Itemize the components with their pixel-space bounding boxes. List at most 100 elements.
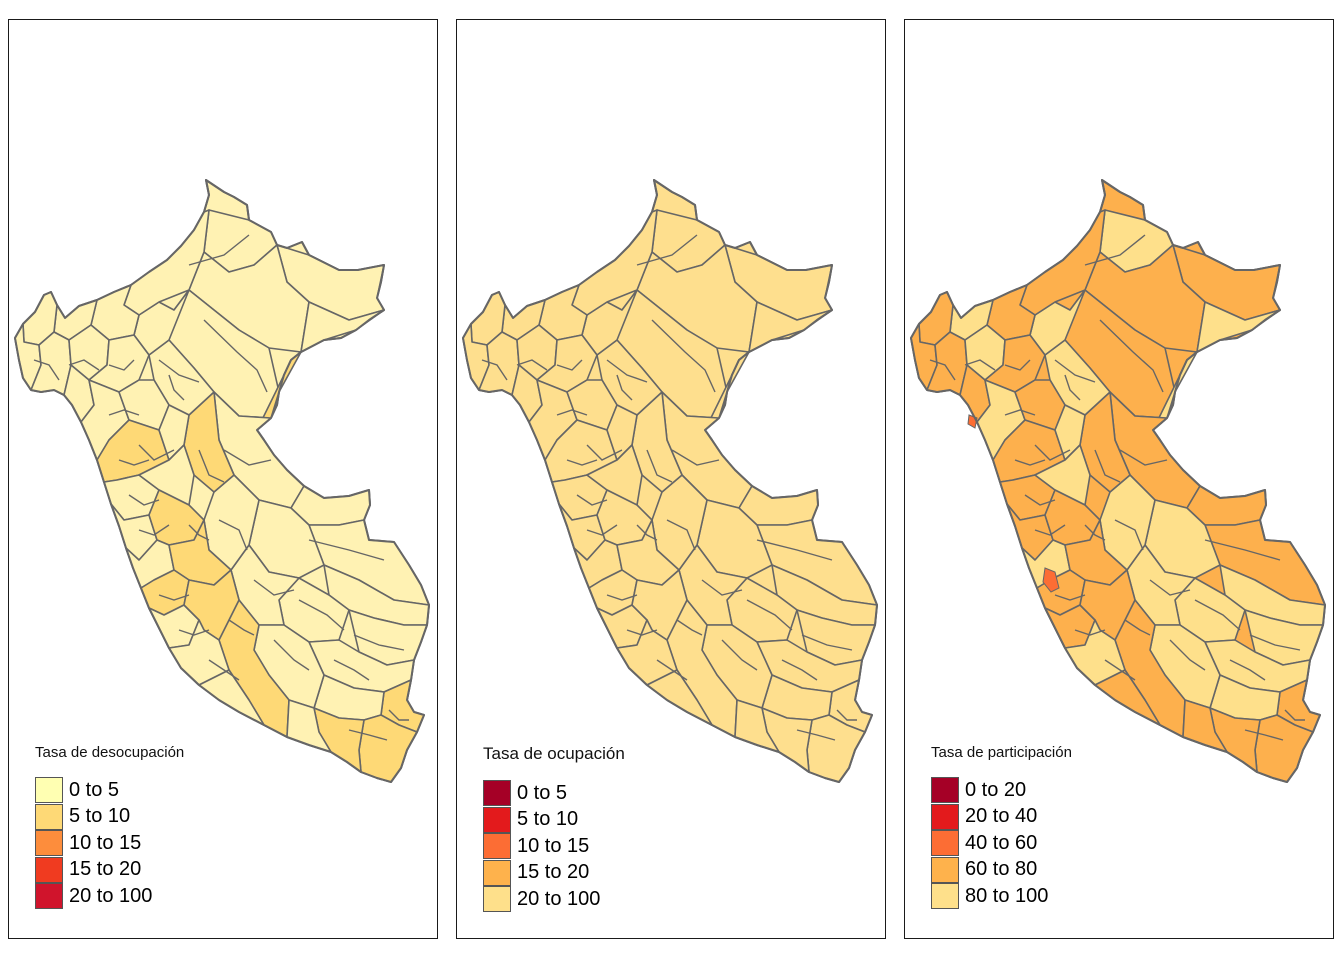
region-boundary	[1194, 599, 1241, 631]
region-boundary	[138, 444, 175, 461]
region-boundary	[1064, 374, 1081, 401]
legend-item: 20 to 40	[931, 803, 1072, 831]
region-boundary	[208, 659, 240, 681]
legend-item: 0 to 20	[931, 777, 1072, 804]
legend-swatch	[931, 803, 959, 830]
legend-swatch	[483, 886, 511, 913]
legend-item: 0 to 5	[483, 780, 625, 807]
region-boundary	[781, 659, 818, 681]
region-boundary	[273, 639, 310, 671]
region-boundary	[671, 449, 720, 466]
region-boundary	[756, 539, 833, 561]
legend-swatch	[35, 883, 63, 910]
legend-swatch	[483, 833, 511, 860]
peru-choropleth-map	[462, 179, 878, 783]
legend-label: 0 to 20	[965, 778, 1027, 801]
region-boundary	[964, 359, 996, 371]
legend: Tasa de participación 0 to 20 20 to 40 4…	[931, 744, 1072, 910]
region-boundary	[1084, 234, 1146, 266]
legend-label: 20 to 100	[517, 887, 601, 910]
country-border	[910, 179, 1326, 783]
legend-item: 20 to 100	[35, 883, 184, 910]
legend-swatch	[931, 883, 959, 910]
region-boundary	[606, 594, 638, 601]
region-boundary	[388, 709, 409, 721]
region-boundary	[606, 359, 648, 383]
region-boundary	[586, 444, 623, 461]
map-panel-desocupacion: Tasa de desocupación 0 to 5 5 to 10 10 t…	[8, 19, 438, 939]
legend-label: 0 to 5	[517, 781, 568, 804]
region-boundary	[108, 359, 135, 371]
legend-swatch	[35, 830, 63, 857]
legend-item: 80 to 100	[931, 883, 1072, 910]
legend-item: 5 to 10	[35, 803, 184, 831]
region-boundary	[228, 619, 255, 636]
map-panel-participacion: Tasa de participación 0 to 20 20 to 40 4…	[904, 19, 1334, 939]
region-boundary	[198, 449, 225, 483]
legend-swatch	[483, 780, 511, 807]
peru-choropleth-map	[910, 179, 1326, 783]
region-boundary	[1094, 449, 1121, 483]
legend: Tasa de desocupación 0 to 5 5 to 10 10 t…	[35, 744, 184, 910]
region-boundary	[1124, 619, 1151, 636]
legend-item: 15 to 20	[35, 856, 184, 884]
region-boundary	[651, 319, 716, 393]
legend-swatch	[931, 830, 959, 857]
region-boundary	[1054, 594, 1086, 601]
region-boundary	[108, 409, 140, 416]
region-boundary	[1119, 449, 1168, 466]
region-boundary	[576, 494, 608, 506]
region-boundary	[721, 639, 758, 671]
legend-label: 20 to 100	[69, 884, 153, 907]
region-boundary	[333, 659, 370, 681]
region-boundary	[746, 599, 793, 631]
region-boundary	[836, 709, 857, 721]
legend-item: 15 to 20	[483, 859, 625, 887]
region-boundary	[158, 594, 190, 601]
region-boundary	[626, 629, 658, 636]
region-boundary	[1249, 634, 1301, 651]
region-boundary	[1004, 359, 1031, 371]
region-boundary	[481, 359, 508, 381]
region	[606, 404, 638, 461]
map-regions	[910, 179, 1326, 783]
region-boundary	[33, 359, 60, 381]
legend-label: 5 to 10	[517, 808, 579, 831]
region-boundary	[158, 359, 200, 383]
region-boundary	[218, 519, 248, 551]
legend-item: 40 to 60	[931, 830, 1072, 857]
peru-choropleth-map	[14, 179, 430, 783]
legend-item: 10 to 15	[35, 830, 184, 857]
region-boundary	[1284, 709, 1305, 721]
legend-swatch	[483, 859, 511, 886]
legend-label: 5 to 10	[69, 805, 131, 828]
legend-label: 15 to 20	[517, 861, 590, 884]
legend-swatch	[931, 777, 959, 804]
country-border	[462, 179, 878, 783]
region-boundary	[616, 374, 633, 401]
legend-label: 10 to 15	[517, 834, 590, 857]
region-boundary	[118, 459, 150, 466]
region-boundary	[188, 524, 210, 541]
legend: Tasa de ocupación 0 to 5 5 to 10 10 to 1…	[483, 744, 625, 913]
region-boundary	[636, 524, 658, 541]
region-boundary	[1024, 494, 1056, 506]
legend-label: 10 to 15	[69, 831, 142, 854]
region-boundary	[1169, 639, 1206, 671]
region-boundary	[1084, 524, 1106, 541]
region-boundary	[676, 619, 703, 636]
region-boundary	[646, 449, 673, 483]
region-boundary	[223, 449, 272, 466]
region-boundary	[929, 359, 956, 381]
legend-label: 20 to 40	[965, 805, 1038, 828]
region-boundary	[556, 359, 583, 371]
region-boundary	[516, 359, 548, 371]
region-boundary	[353, 634, 405, 651]
legend-item: 0 to 5	[35, 777, 184, 804]
region-boundary	[178, 629, 210, 636]
region-boundary	[203, 319, 268, 393]
region-boundary	[1229, 659, 1266, 681]
region-boundary	[1034, 444, 1071, 461]
region-boundary	[1104, 659, 1136, 681]
region-boundary	[1149, 579, 1191, 596]
